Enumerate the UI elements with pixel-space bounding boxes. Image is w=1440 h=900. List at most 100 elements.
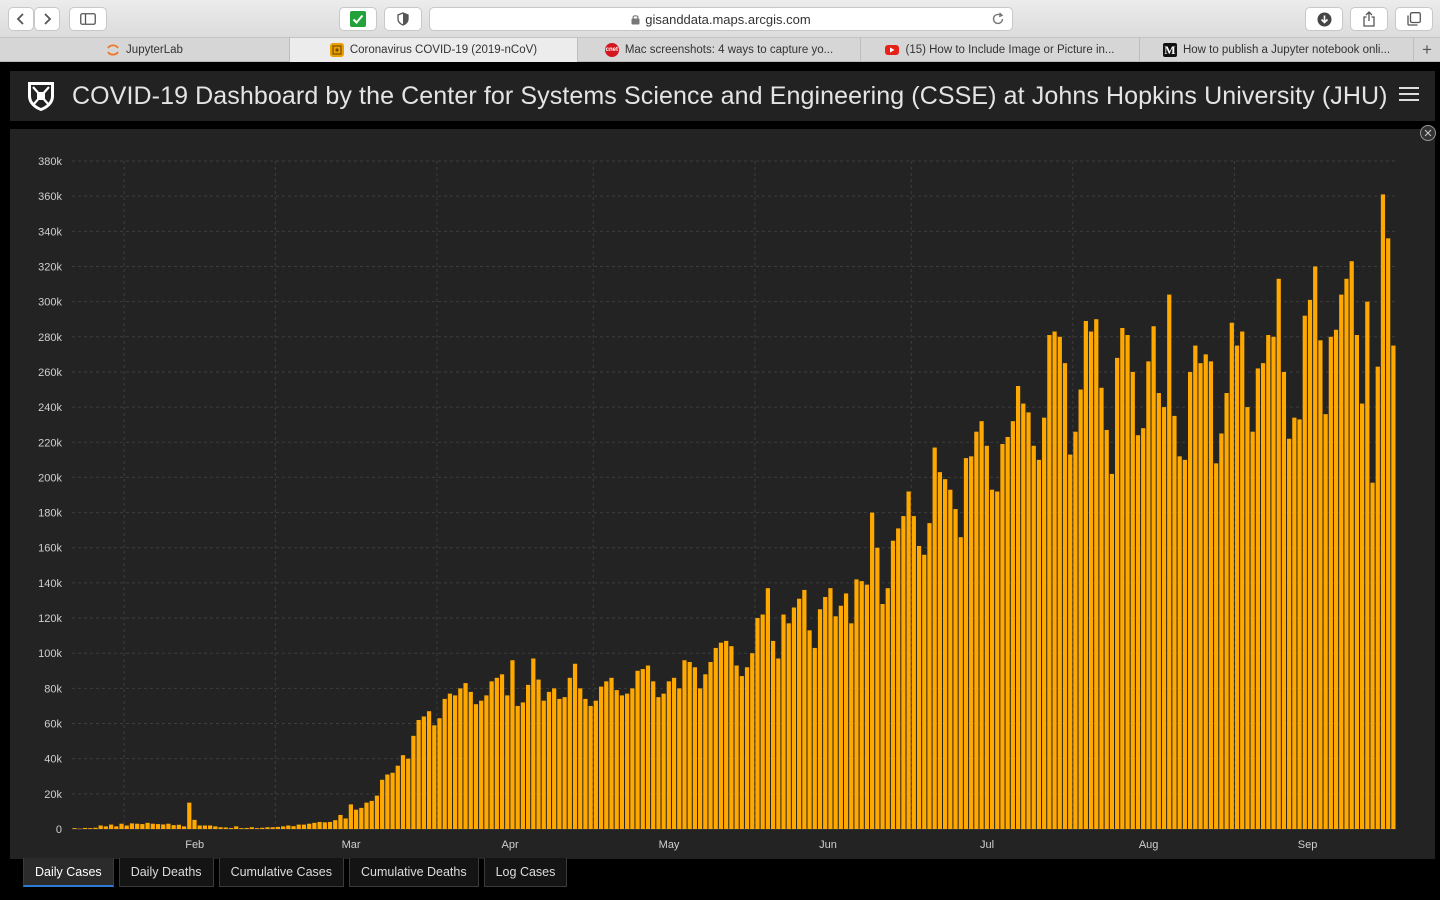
bar[interactable] — [583, 698, 588, 829]
bar[interactable] — [1250, 431, 1255, 829]
bar[interactable] — [572, 663, 578, 829]
bar[interactable] — [687, 662, 692, 829]
bar[interactable] — [724, 640, 729, 829]
bar[interactable] — [1005, 436, 1010, 829]
bar[interactable] — [254, 828, 260, 829]
bar[interactable] — [473, 704, 479, 829]
bar[interactable] — [755, 618, 760, 829]
bar[interactable] — [588, 705, 593, 829]
tab-log-cases[interactable]: Log Cases — [483, 858, 568, 887]
bar[interactable] — [932, 447, 937, 829]
bar[interactable] — [578, 688, 583, 829]
bar[interactable] — [604, 681, 609, 829]
bar[interactable] — [505, 695, 510, 829]
bar[interactable] — [682, 660, 687, 829]
bar[interactable] — [979, 421, 984, 829]
bar[interactable] — [828, 588, 833, 829]
bar[interactable] — [1276, 278, 1281, 829]
bar[interactable] — [327, 821, 333, 829]
tabs-overview-button[interactable] — [1395, 7, 1433, 31]
bar[interactable] — [1125, 335, 1130, 829]
bar[interactable] — [833, 616, 838, 829]
bar[interactable] — [140, 824, 145, 829]
bar[interactable] — [609, 677, 614, 829]
bar[interactable] — [984, 445, 989, 829]
bar[interactable] — [1187, 371, 1193, 829]
bar[interactable] — [1198, 363, 1203, 829]
bar[interactable] — [838, 605, 843, 829]
bar[interactable] — [1104, 429, 1109, 829]
bar[interactable] — [703, 674, 708, 829]
bar[interactable] — [380, 779, 385, 829]
bar[interactable] — [1323, 414, 1328, 829]
bar[interactable] — [1015, 386, 1021, 829]
bar[interactable] — [181, 826, 187, 829]
bar[interactable] — [1328, 336, 1333, 829]
bar[interactable] — [963, 458, 969, 829]
bar[interactable] — [1057, 336, 1062, 829]
bar[interactable] — [765, 588, 770, 829]
bar[interactable] — [953, 509, 958, 829]
bar[interactable] — [187, 802, 192, 829]
bar[interactable] — [494, 677, 499, 829]
tab-daily-cases[interactable]: Daily Cases — [23, 858, 114, 887]
bar[interactable] — [1167, 294, 1172, 830]
bar[interactable] — [776, 658, 781, 829]
bar[interactable] — [1078, 389, 1083, 829]
bar[interactable] — [880, 603, 885, 829]
bar[interactable] — [353, 809, 359, 829]
bar[interactable] — [786, 623, 791, 829]
bar[interactable] — [671, 677, 677, 829]
bar[interactable] — [1391, 345, 1396, 829]
bar[interactable] — [1193, 345, 1198, 829]
bar[interactable] — [708, 662, 713, 829]
bar[interactable] — [411, 735, 416, 829]
bar[interactable] — [1156, 393, 1161, 829]
bar[interactable] — [1115, 357, 1120, 829]
bar[interactable] — [1380, 194, 1386, 829]
bar[interactable] — [1255, 368, 1260, 829]
bar[interactable] — [640, 669, 645, 829]
bar[interactable] — [916, 545, 922, 829]
bar[interactable] — [1302, 315, 1307, 830]
bar[interactable] — [734, 665, 739, 829]
bar[interactable] — [1386, 238, 1391, 830]
bar[interactable] — [546, 691, 552, 829]
bar[interactable] — [114, 826, 119, 829]
bar[interactable] — [333, 820, 338, 829]
bar[interactable] — [729, 646, 734, 829]
bar[interactable] — [817, 609, 823, 829]
bar[interactable] — [1214, 463, 1219, 829]
bar[interactable] — [1000, 444, 1005, 829]
downloads-button[interactable] — [1305, 7, 1343, 31]
bar[interactable] — [614, 690, 619, 829]
bar[interactable] — [1047, 335, 1052, 829]
browser-tab-youtube[interactable]: (15) How to Include Image or Picture in.… — [861, 38, 1140, 62]
bar[interactable] — [781, 614, 786, 829]
bar[interactable] — [72, 828, 77, 829]
bar[interactable] — [713, 647, 718, 829]
bar[interactable] — [1130, 371, 1135, 829]
bar[interactable] — [1260, 363, 1266, 829]
bar[interactable] — [463, 683, 468, 829]
bar[interactable] — [1042, 417, 1047, 829]
bar[interactable] — [1234, 345, 1240, 829]
bar[interactable] — [275, 826, 281, 829]
bar[interactable] — [1151, 326, 1156, 829]
bar[interactable] — [1208, 361, 1214, 829]
bar[interactable] — [974, 431, 979, 829]
bar[interactable] — [145, 822, 150, 829]
bar[interactable] — [213, 826, 218, 829]
bar[interactable] — [1370, 482, 1375, 829]
privacy-report-button[interactable] — [384, 7, 422, 31]
bar[interactable] — [395, 765, 400, 829]
bar[interactable] — [1240, 331, 1245, 829]
browser-tab-jupyterlab[interactable]: JupyterLab — [0, 38, 290, 62]
bar[interactable] — [1088, 331, 1094, 829]
bar[interactable] — [995, 491, 1000, 829]
bar[interactable] — [864, 584, 870, 829]
bar[interactable] — [536, 679, 541, 829]
bar[interactable] — [176, 824, 181, 829]
bar[interactable] — [870, 512, 875, 829]
bar[interactable] — [1297, 419, 1302, 829]
